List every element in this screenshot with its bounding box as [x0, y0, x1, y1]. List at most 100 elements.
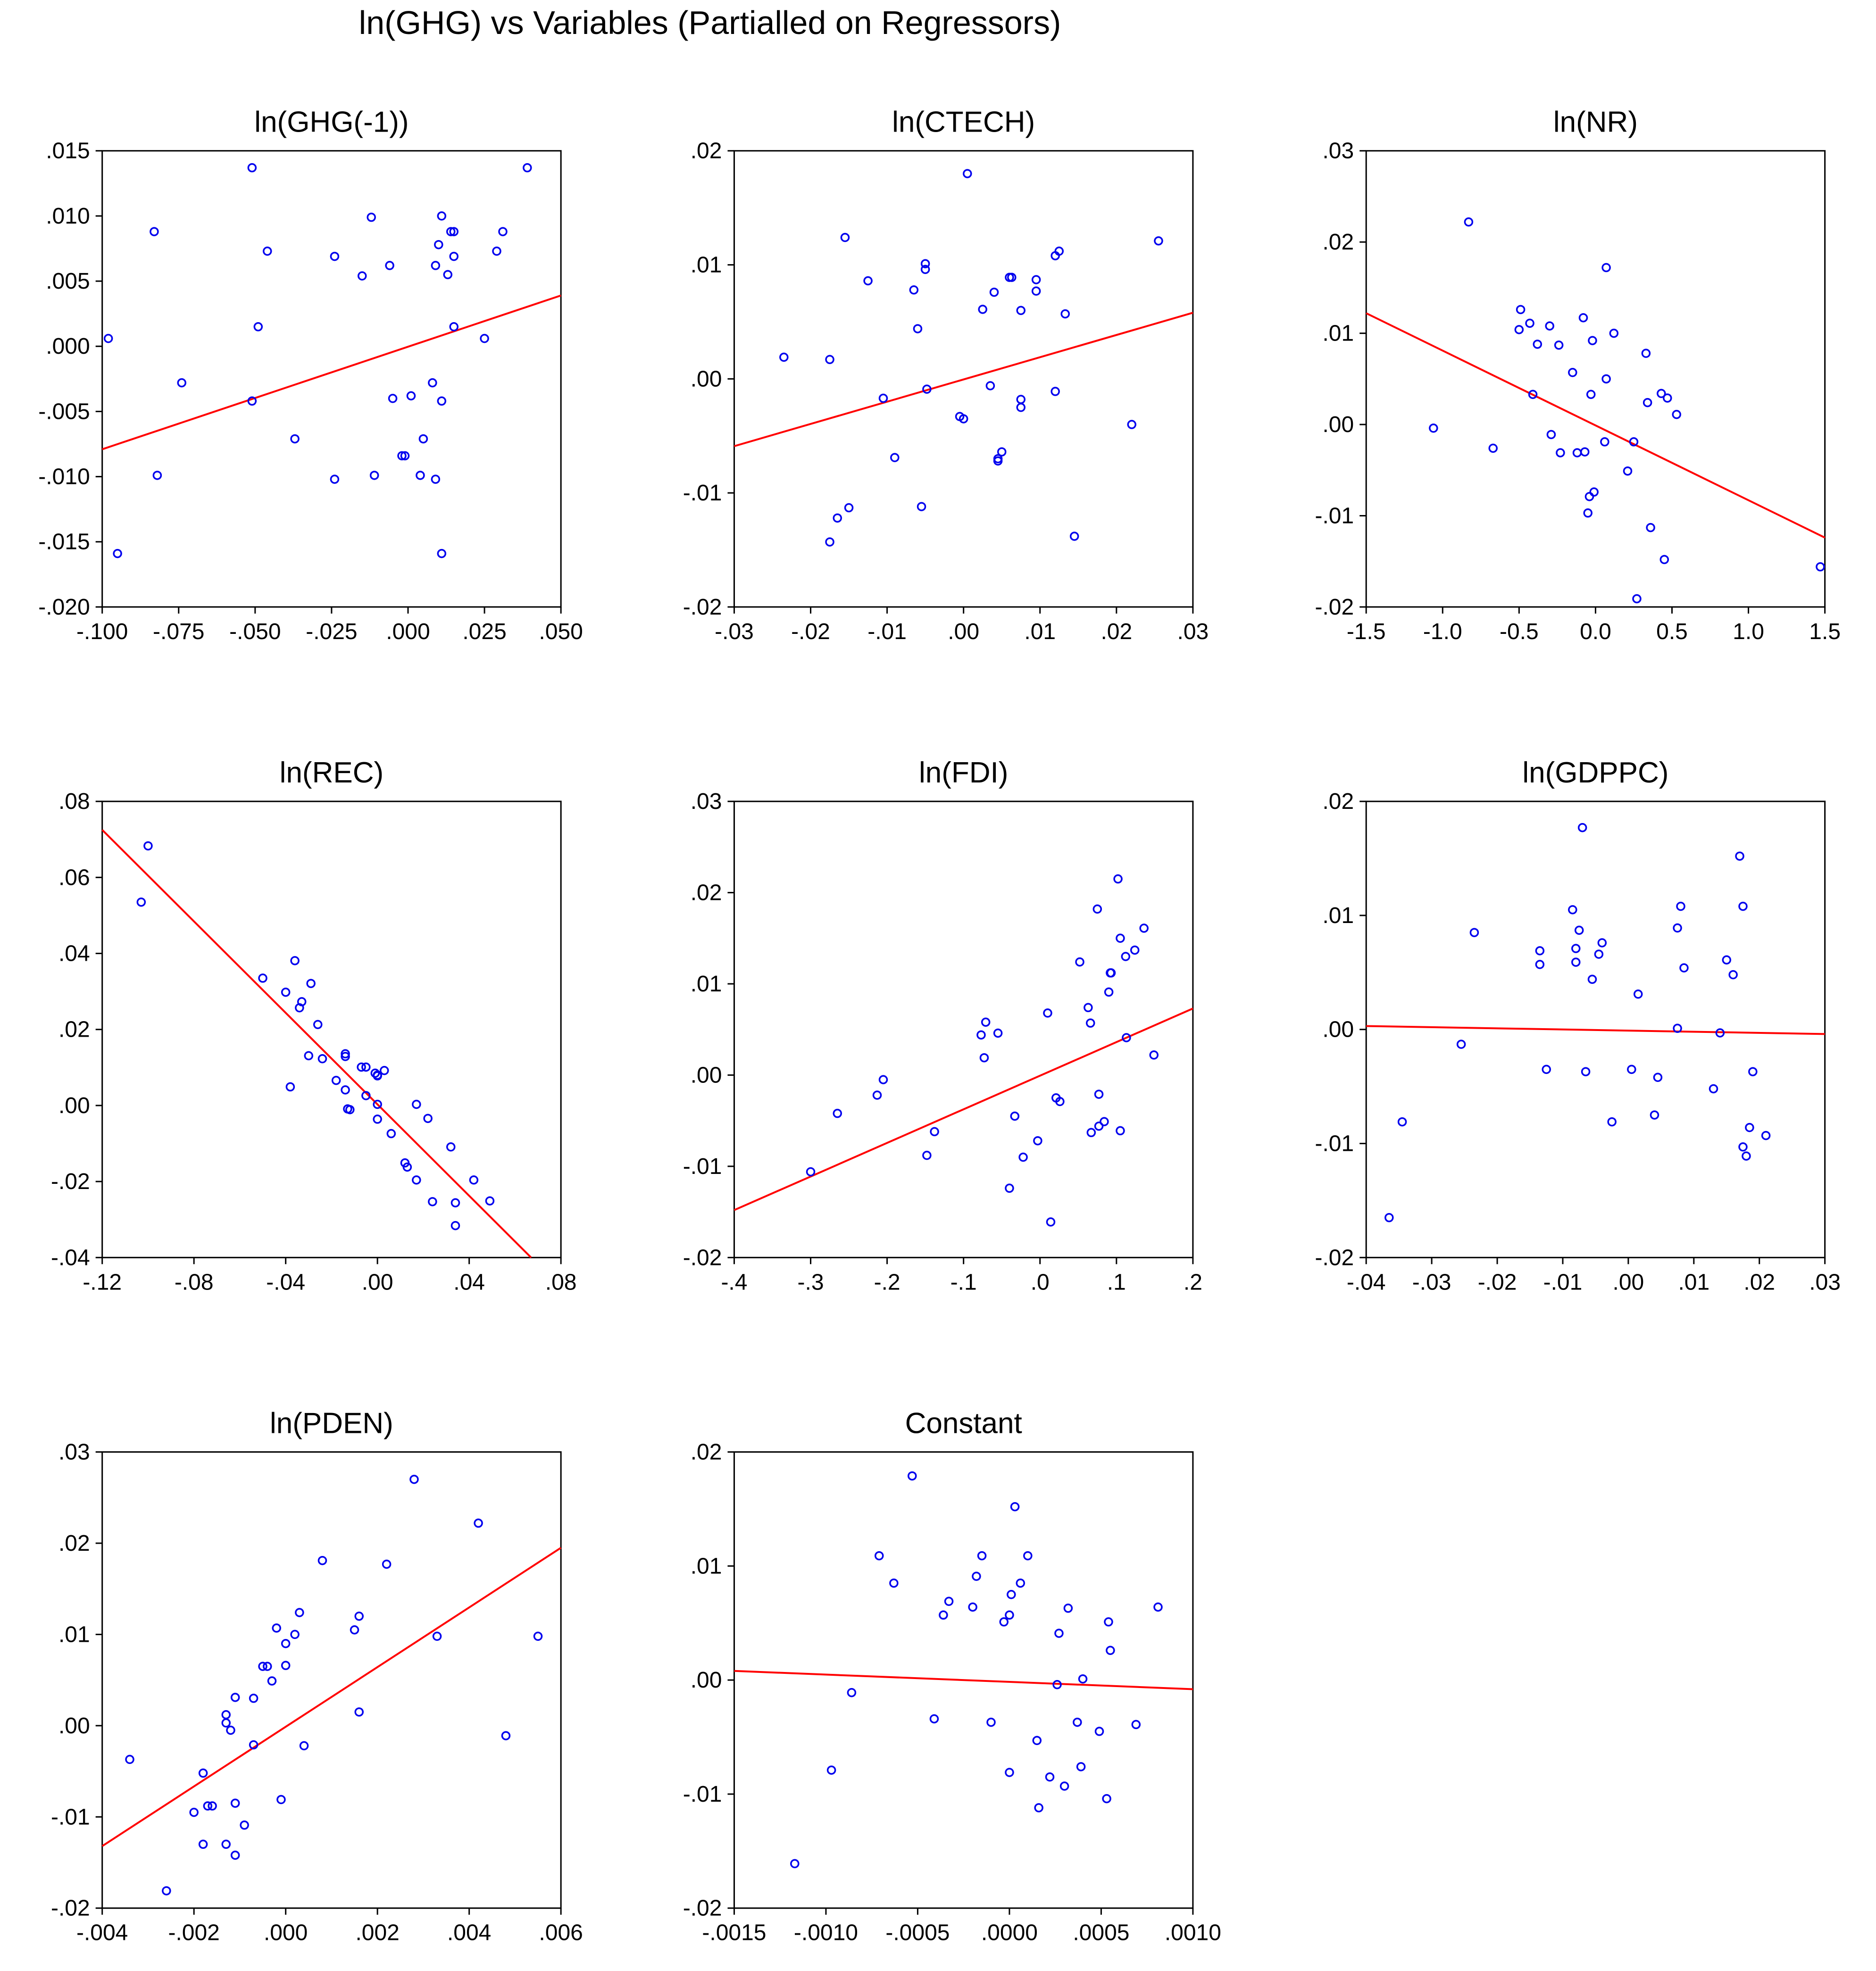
scatter-point [1005, 1183, 1014, 1193]
scatter-point [437, 549, 447, 558]
scatter-point [1568, 368, 1577, 377]
scatter-point [450, 1198, 460, 1207]
x-tick-label: .08 [545, 1270, 577, 1295]
scatter-point [1149, 1050, 1159, 1060]
scatter-point [1005, 1610, 1014, 1620]
scatter-point [1641, 349, 1651, 358]
scatter-point [1094, 1122, 1104, 1131]
x-tick-label: .04 [453, 1270, 485, 1295]
y-tick-label: .01 [691, 253, 722, 278]
scatter-point [1735, 851, 1744, 861]
scatter-point [1106, 968, 1116, 978]
y-tick-label: -.015 [38, 530, 90, 555]
scatter-point [1076, 1762, 1086, 1771]
x-tick-label: .01 [1024, 619, 1056, 644]
y-tick-label: -.01 [683, 481, 722, 506]
scatter-point [1546, 430, 1556, 440]
scatter-point [1100, 1117, 1109, 1126]
scatter-point [382, 1559, 392, 1569]
y-tick-label: -.02 [51, 1169, 90, 1194]
scatter-point [113, 549, 122, 558]
y-tick-label: .010 [46, 204, 90, 229]
scatter-point [253, 322, 263, 332]
plot-frame [101, 1451, 562, 1909]
scatter-point [847, 1688, 857, 1697]
x-tick-label: .0010 [1165, 1921, 1221, 1946]
scatter-point [1032, 1736, 1042, 1746]
scatter-point [1127, 420, 1136, 429]
fit-line [1366, 1025, 1825, 1035]
scatter-point [878, 393, 888, 403]
scatter-point [889, 1578, 899, 1588]
scatter-point [446, 227, 456, 236]
panel-5: ln(FDI) -.4 -.3 -.2 -.1 .0 .1 .2 .03 .02 .01 .00 -.0… [683, 757, 1202, 1295]
plot-frame [101, 800, 562, 1258]
scatter-point [840, 233, 850, 242]
scatter-point [779, 352, 789, 362]
y-tick-label: .01 [1322, 321, 1354, 346]
y-tick-label: .01 [691, 972, 722, 997]
scatter-point [373, 1071, 382, 1081]
scatter-point [1075, 957, 1084, 967]
y-tick-label: .04 [58, 941, 90, 966]
x-tick-label: -.02 [791, 619, 830, 644]
scatter-point [874, 1551, 884, 1561]
scatter-point [920, 265, 930, 274]
scatter-point [1586, 390, 1596, 399]
scatter-point [412, 1099, 421, 1109]
y-tick-label: .03 [1322, 139, 1354, 164]
x-tick-label: -.1 [951, 1270, 977, 1295]
scatter-point [341, 1085, 350, 1095]
x-tick-label: -.0010 [794, 1921, 858, 1946]
scatter-point [872, 1090, 882, 1100]
scatter-point [1556, 448, 1565, 457]
x-tick-label: .00 [948, 619, 979, 644]
scatter-point [103, 333, 113, 343]
y-tick-label: -.01 [683, 1154, 722, 1179]
y-tick-label: -.02 [683, 1245, 722, 1270]
panel-title: ln(CTECH) [892, 106, 1035, 139]
y-tick-label: .01 [58, 1622, 90, 1647]
scatter-point [1578, 313, 1588, 323]
scatter-point [295, 1003, 304, 1013]
x-tick-label: .1 [1107, 1270, 1126, 1295]
scatter-point [1816, 562, 1825, 572]
x-tick-label: -.2 [874, 1270, 900, 1295]
scatter-point [533, 1631, 543, 1641]
scatter-point [1581, 1067, 1591, 1076]
x-tick-label: -.025 [306, 619, 357, 644]
scatter-point [434, 240, 443, 249]
scatter-point [1031, 275, 1041, 284]
scatter-point [501, 1731, 511, 1740]
scatter-point [412, 1175, 421, 1185]
scatter-point [979, 1053, 989, 1063]
panel-title: ln(REC) [280, 757, 384, 789]
scatter-point [143, 841, 153, 851]
plot-frame [733, 800, 1194, 1258]
scatter-point [1568, 905, 1577, 915]
scatter-point [290, 434, 300, 444]
scatter-point [385, 261, 394, 270]
scatter-point [317, 1555, 327, 1565]
x-tick-label: .02 [1743, 1270, 1775, 1295]
scatter-point [1010, 1502, 1020, 1512]
scatter-point [1018, 1152, 1028, 1162]
scatter-point [993, 1028, 1003, 1038]
x-tick-label: .025 [462, 619, 506, 644]
y-tick-label: .02 [58, 1531, 90, 1556]
scatter-point [1139, 923, 1149, 933]
x-tick-label: -.075 [153, 619, 204, 644]
scatter-point [1663, 393, 1672, 403]
scatter-point [1673, 923, 1682, 933]
scatter-point [981, 1017, 991, 1027]
scatter-point [249, 1694, 258, 1703]
y-tick-label: -.02 [1315, 1245, 1354, 1270]
y-tick-label: -.02 [1315, 595, 1354, 620]
scatter-point [1584, 492, 1594, 501]
scatter-point [1007, 1590, 1016, 1599]
x-tick-label: -0.5 [1500, 619, 1539, 644]
scatter-point [221, 1718, 231, 1728]
scatter-point [908, 1471, 917, 1481]
scatter-point [1063, 1604, 1073, 1613]
x-tick-label: .03 [1809, 1270, 1841, 1295]
